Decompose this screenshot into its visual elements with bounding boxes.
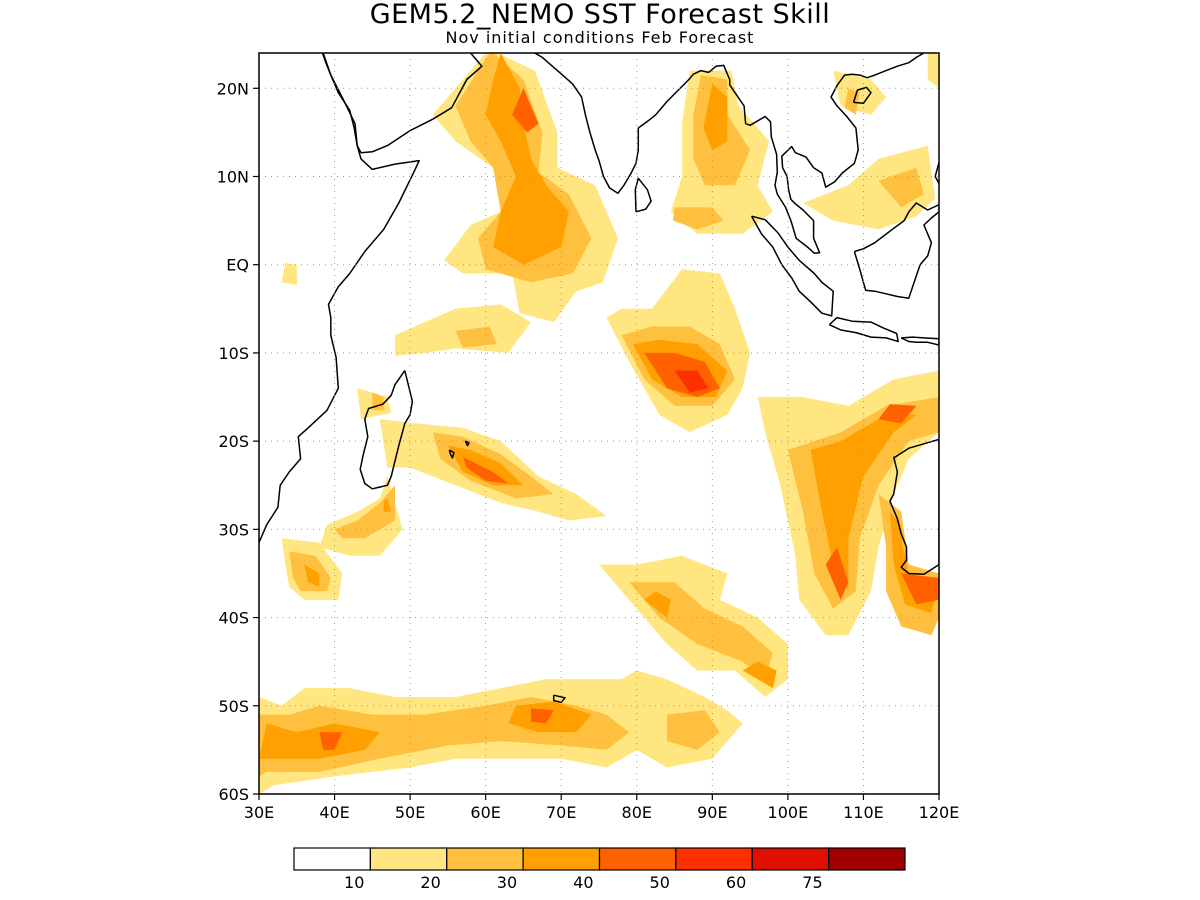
colorbar-swatch-3 [522,847,601,871]
colorbar-label: 30 [497,873,517,892]
skill-region-29 [644,591,671,618]
lat-tick-label: 10N [217,168,249,187]
colorbar-swatch-1 [369,847,448,871]
skill-contours [259,53,939,794]
skill-region-49 [531,708,554,724]
skill-region-20 [810,414,917,592]
skill-region-2 [485,53,569,265]
coastline-6 [828,316,899,343]
lon-tick-label: 120E [919,803,960,822]
lat-tick-label: 40S [218,609,249,628]
map-subtitle: Nov initial conditions Feb Forecast [445,28,755,47]
skill-region-9 [878,167,924,208]
coastline-5 [750,215,834,317]
colorbar-label: 75 [802,873,822,892]
skill-region-33 [463,457,509,484]
lon-tick-label: 30E [244,803,274,822]
lat-tick-label: 60S [218,785,249,804]
skill-region-12 [927,53,939,89]
colorbar-swatch-7 [828,847,906,871]
coastline-2 [534,53,925,254]
coastline-11 [889,438,939,576]
lat-tick-label: 20S [218,432,249,451]
coastline-12 [448,449,455,459]
lon-tick-label: 80E [622,803,652,822]
lat-tick-label: 20N [217,79,249,98]
colorbar-swatch-0 [293,847,371,871]
colorbar-label: 20 [420,873,440,892]
coastline-10 [359,370,414,490]
colorbar-legend: 10 20 30 40 50 60 75 [293,847,906,892]
coastline-9 [934,161,939,184]
colorbar-label: 40 [573,873,593,892]
coastline-8 [853,202,939,299]
skill-region-46 [667,710,720,750]
skill-region-32 [447,445,524,486]
skill-region-43 [455,326,497,348]
skill-region-7 [673,207,724,230]
skill-region-41 [372,392,384,411]
coastlines [259,53,939,704]
colorbar-swatch-4 [598,847,677,871]
lat-tick-label: 10S [218,344,249,363]
lon-tick-label: 70E [546,803,576,822]
colorbar-label: 10 [344,873,364,892]
colorbar-swatch-5 [675,847,753,871]
skill-region-25 [901,573,939,605]
map-title: GEM5.2_NEMO SST Forecast Skill [369,0,831,30]
skill-region-39 [304,564,320,587]
skill-region-23 [878,494,939,636]
skill-region-17 [674,370,709,393]
skill-region-8 [803,145,936,230]
lat-tick-label: 50S [218,697,249,716]
colorbar-swatch-2 [446,847,524,871]
skill-region-47 [259,723,380,759]
coastline-0 [259,53,420,543]
lon-tick-label: 60E [470,803,500,822]
colorbar-swatch-6 [751,847,830,871]
lon-tick-label: 40E [319,803,349,822]
skill-region-36 [383,498,392,512]
coastline-13 [464,440,470,447]
skill-region-22 [878,404,917,424]
skill-region-6 [703,83,728,150]
skill-region-3 [512,88,539,133]
skill-region-50 [319,732,343,750]
colorbar-label: 50 [650,873,670,892]
lat-tick-label: EQ [226,256,249,275]
lon-tick-label: 110E [843,803,884,822]
plot-frame [258,52,940,795]
coastline-14 [552,694,566,704]
lon-tick-label: 90E [697,803,727,822]
coastline-3 [634,177,652,213]
skill-region-21 [825,547,849,600]
coastline-7 [900,336,939,346]
lat-tick-label: 30S [218,520,249,539]
skill-region-35 [334,485,395,539]
skill-region-28 [742,661,777,689]
lon-tick-label: 50E [395,803,425,822]
skill-region-51 [281,263,297,285]
lon-tick-label: 100E [768,803,809,822]
colorbar-label: 60 [726,873,746,892]
coastline-4 [852,86,872,105]
